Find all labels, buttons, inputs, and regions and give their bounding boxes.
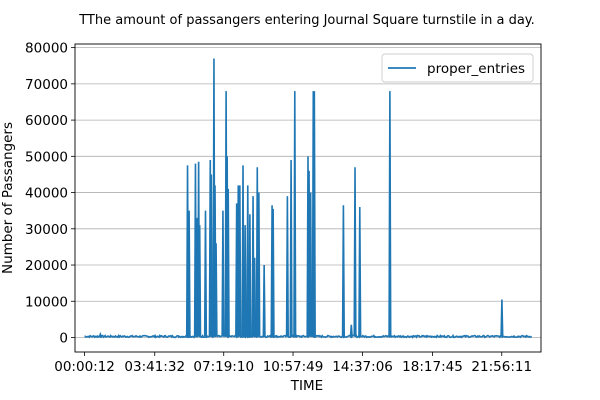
series-spike [203, 210, 208, 337]
x-tick-label: 14:37:06 [332, 359, 393, 375]
series-baseline [84, 333, 533, 339]
series-spike [248, 214, 252, 337]
y-tick-label: 70000 [25, 77, 68, 93]
x-tick-label: 03:41:32 [124, 359, 185, 375]
y-tick-label: 50000 [25, 149, 68, 165]
series-spike [309, 192, 313, 337]
series-spike [221, 210, 225, 337]
series-spike [353, 167, 357, 337]
series-spike [262, 265, 266, 337]
series-spike [257, 192, 261, 337]
x-tick-label: 00:00:12 [54, 359, 115, 375]
series-spike [226, 188, 230, 337]
x-tick-label: 07:19:10 [193, 359, 254, 375]
series-spike [238, 185, 242, 337]
y-axis-ticks: 0 10000 20000 30000 40000 50000 60000 70000 8000… [25, 41, 75, 347]
series-spike [388, 91, 392, 337]
series-spike [209, 174, 213, 337]
series-spike [289, 159, 293, 337]
series-spike [358, 207, 362, 337]
series-spike [271, 208, 275, 337]
y-tick-label: 20000 [25, 258, 68, 274]
plot-frame [74, 43, 542, 353]
y-axis-label: Number of Passangers [0, 122, 16, 274]
series-spike [243, 225, 247, 337]
series-spike [198, 225, 202, 337]
legend: proper_entries [381, 53, 534, 83]
series-spike [253, 257, 257, 337]
y-tick-label: 60000 [25, 113, 68, 129]
series-spike [500, 299, 504, 337]
series-spike [241, 165, 245, 337]
series-spike [285, 196, 289, 337]
x-axis-label: TIME [290, 378, 323, 394]
series-spike [341, 205, 345, 337]
x-tick-label: 21:56:11 [471, 359, 532, 375]
y-tick-label: 80000 [25, 41, 68, 57]
series-spike [293, 91, 297, 337]
series-spike [214, 243, 218, 337]
y-tick-label: 40000 [25, 186, 68, 202]
y-tick-label: 10000 [25, 294, 68, 310]
series-spike [98, 331, 102, 337]
legend-box [381, 53, 534, 83]
y-tick-label: 30000 [25, 222, 68, 238]
y-tick-label: 0 [59, 331, 68, 347]
x-tick-label: 10:57:49 [263, 359, 324, 375]
series-group [84, 58, 533, 339]
series-spike [349, 324, 353, 337]
series-spike [246, 185, 250, 337]
chart-title: TThe amount of passangers entering Journ… [78, 13, 535, 28]
x-axis-ticks: 00:00:12 03:41:32 07:19:10 10:57:49 14:37:06… [54, 352, 532, 375]
series-spike [312, 91, 316, 337]
legend-label: proper_entries [427, 61, 525, 77]
x-tick-label: 18:17:45 [402, 359, 463, 375]
series-spike [187, 210, 191, 337]
